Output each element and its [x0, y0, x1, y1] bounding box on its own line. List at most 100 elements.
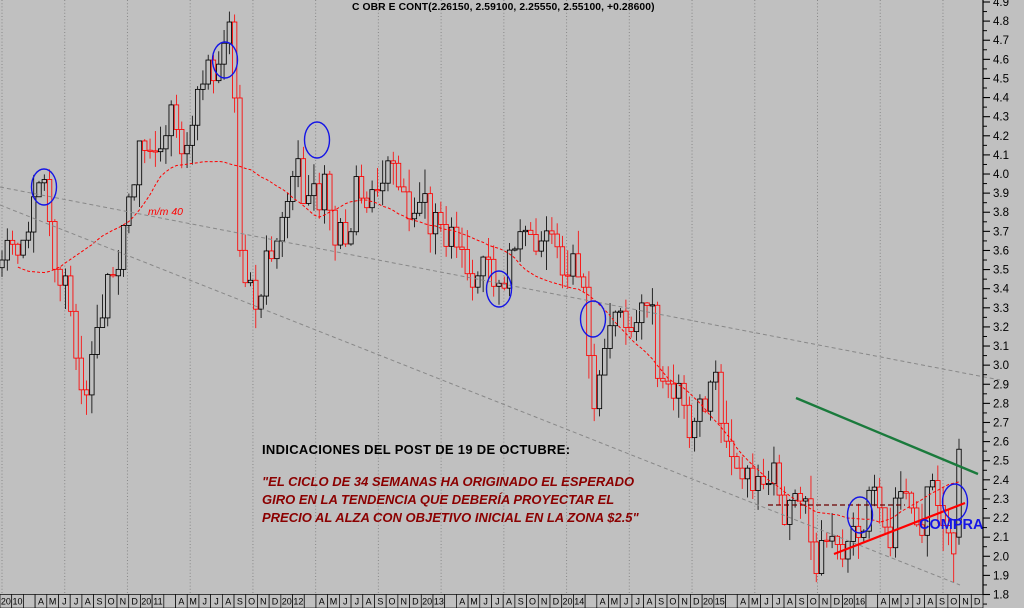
svg-text:N: N: [120, 597, 127, 607]
svg-text:3.0: 3.0: [993, 360, 1009, 372]
svg-text:PRECIO AL ALZA CON OBJETIVO IN: PRECIO AL ALZA CON OBJETIVO INICIAL EN L…: [262, 510, 640, 525]
svg-text:4.3: 4.3: [993, 112, 1009, 124]
svg-text:J: J: [355, 597, 360, 607]
svg-text:COMPRA: COMPRA: [919, 517, 984, 533]
svg-text:J: J: [495, 597, 500, 607]
svg-text:J: J: [624, 597, 629, 607]
svg-text:O: O: [669, 597, 676, 607]
svg-text:M: M: [611, 597, 619, 607]
svg-text:J: J: [636, 597, 641, 607]
svg-text:J: J: [776, 597, 781, 607]
svg-text:2.1: 2.1: [993, 532, 1009, 544]
svg-text:4.1: 4.1: [993, 150, 1009, 162]
svg-text:J: J: [62, 597, 67, 607]
svg-text:A: A: [225, 597, 231, 607]
svg-text:D: D: [553, 597, 560, 607]
svg-text:3.9: 3.9: [993, 188, 1009, 200]
svg-text:A: A: [927, 597, 933, 607]
svg-text:J: J: [203, 597, 208, 607]
svg-text:13: 13: [434, 597, 444, 607]
svg-text:J: J: [214, 597, 219, 607]
svg-text:2.2: 2.2: [993, 513, 1009, 525]
svg-text:N: N: [681, 597, 688, 607]
svg-text:S: S: [939, 597, 945, 607]
svg-text:20: 20: [282, 597, 292, 607]
svg-text:2.7: 2.7: [993, 417, 1009, 429]
svg-text:N: N: [541, 597, 548, 607]
svg-text:1.9: 1.9: [993, 570, 1009, 582]
svg-text:3.1: 3.1: [993, 341, 1009, 353]
svg-text:1.8: 1.8: [993, 590, 1009, 602]
svg-text:D: D: [974, 597, 981, 607]
svg-text:20: 20: [1, 597, 11, 607]
svg-text:J: J: [916, 597, 921, 607]
svg-text:4.0: 4.0: [993, 169, 1009, 181]
svg-text:4.9: 4.9: [993, 0, 1009, 9]
svg-text:"EL CICLO DE 34 SEMANAS HA ORI: "EL CICLO DE 34 SEMANAS HA ORIGINADO EL …: [262, 474, 634, 489]
svg-text:N: N: [822, 597, 829, 607]
svg-text:O: O: [529, 597, 536, 607]
svg-text:A: A: [459, 597, 465, 607]
svg-text:A: A: [178, 597, 184, 607]
svg-text:16: 16: [855, 597, 865, 607]
svg-text:D: D: [272, 597, 279, 607]
svg-text:20: 20: [422, 597, 432, 607]
svg-text:M: M: [891, 597, 899, 607]
svg-text:S: S: [518, 597, 524, 607]
svg-text:14: 14: [574, 597, 584, 607]
svg-text:O: O: [248, 597, 255, 607]
svg-text:2.4: 2.4: [993, 475, 1010, 487]
svg-text:O: O: [810, 597, 817, 607]
svg-text:2.3: 2.3: [993, 494, 1009, 506]
svg-text:S: S: [237, 597, 243, 607]
svg-text:2.0: 2.0: [993, 551, 1009, 563]
svg-text:INDICACIONES DEL POST DE 19 DE: INDICACIONES DEL POST DE 19 DE OCTUBRE:: [262, 442, 570, 457]
svg-text:A: A: [319, 597, 325, 607]
svg-text:12: 12: [293, 597, 303, 607]
svg-text:S: S: [799, 597, 805, 607]
svg-text:J: J: [483, 597, 488, 607]
svg-text:4.4: 4.4: [993, 93, 1010, 105]
svg-text:11: 11: [153, 597, 162, 607]
svg-text:20: 20: [703, 597, 713, 607]
svg-text:M: M: [470, 597, 478, 607]
svg-text:A: A: [740, 597, 746, 607]
svg-text:3.5: 3.5: [993, 265, 1009, 277]
svg-text:A: A: [506, 597, 512, 607]
svg-text:O: O: [389, 597, 396, 607]
svg-text:20: 20: [843, 597, 853, 607]
svg-text:O: O: [108, 597, 115, 607]
svg-text:J: J: [343, 597, 348, 607]
svg-text:20: 20: [141, 597, 151, 607]
svg-text:4.5: 4.5: [993, 73, 1009, 85]
svg-text:2.5: 2.5: [993, 456, 1009, 468]
svg-text:2.9: 2.9: [993, 379, 1009, 391]
svg-text:3.3: 3.3: [993, 303, 1009, 315]
svg-text:4.6: 4.6: [993, 54, 1009, 66]
svg-text:O: O: [950, 597, 957, 607]
svg-text:D: D: [412, 597, 419, 607]
svg-text:3.8: 3.8: [993, 207, 1009, 219]
svg-text:N: N: [260, 597, 267, 607]
svg-text:J: J: [764, 597, 769, 607]
svg-text:M: M: [49, 597, 57, 607]
svg-text:J: J: [905, 597, 910, 607]
svg-text:A: A: [881, 597, 887, 607]
svg-text:C OBR E CONT(2.26150, 2.59100,: C OBR E CONT(2.26150, 2.59100, 2.25550, …: [352, 2, 655, 13]
svg-text:A: A: [600, 597, 606, 607]
svg-text:S: S: [96, 597, 102, 607]
svg-text:M: M: [330, 597, 338, 607]
svg-text:M: M: [189, 597, 197, 607]
svg-text:D: D: [131, 597, 138, 607]
svg-text:S: S: [377, 597, 383, 607]
svg-text:A: A: [38, 597, 44, 607]
svg-text:4.7: 4.7: [993, 35, 1009, 47]
svg-text:10: 10: [13, 597, 23, 607]
svg-text:20: 20: [563, 597, 573, 607]
svg-text:15: 15: [715, 597, 725, 607]
svg-text:A: A: [366, 597, 372, 607]
svg-text:2.8: 2.8: [993, 398, 1009, 410]
svg-text:3.2: 3.2: [993, 322, 1009, 334]
svg-text:N: N: [962, 597, 969, 607]
svg-text:N: N: [400, 597, 407, 607]
